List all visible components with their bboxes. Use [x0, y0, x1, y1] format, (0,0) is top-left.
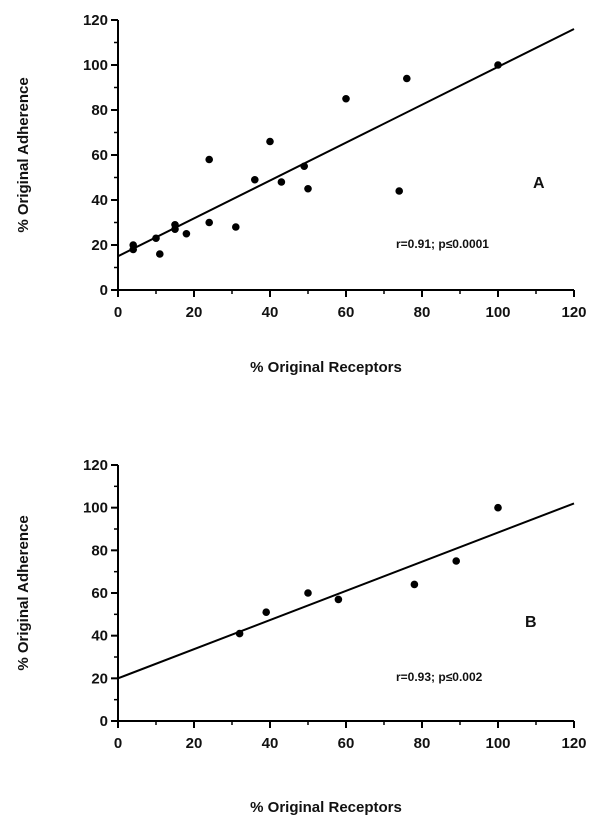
data-point — [494, 503, 502, 512]
x-tick-label: 60 — [338, 304, 355, 321]
panel-a: 0 20 40 60 80 100 120 0 20 40 60 80 100 120 % Original… — [15, 12, 587, 376]
x-tick-label: 0 — [114, 735, 122, 752]
data-point — [205, 155, 213, 164]
data-point — [266, 137, 274, 146]
y-tick-label: 80 — [91, 102, 108, 119]
data-point — [334, 595, 343, 604]
data-point — [277, 178, 286, 186]
regression-line — [118, 28, 575, 258]
y-tick-label: 60 — [91, 147, 108, 164]
y-tick-label: 20 — [91, 670, 108, 687]
data-point — [300, 162, 309, 171]
y-tick-label: 40 — [91, 192, 108, 209]
x-tick-label: 40 — [262, 735, 279, 752]
x-tick-label: 100 — [485, 304, 510, 321]
regression-line — [118, 502, 575, 680]
y-tick-label: 100 — [83, 57, 108, 74]
data-point — [235, 629, 244, 638]
data-point — [232, 223, 240, 231]
data-point — [342, 94, 350, 103]
x-tick-label: 20 — [186, 735, 203, 752]
data-point — [262, 608, 271, 616]
data-point — [171, 220, 179, 229]
data-point — [182, 229, 191, 238]
y-tick-label: 0 — [100, 282, 108, 299]
data-point — [304, 184, 312, 193]
y-tick-label: 80 — [91, 542, 108, 559]
data-point — [152, 234, 160, 243]
data-point — [129, 241, 137, 249]
y-axis-title: % Original Adherence — [15, 515, 32, 670]
y-tick-label: 100 — [83, 500, 108, 517]
x-tick-label: 40 — [262, 304, 279, 321]
stats-annotation: r=0.93; p≤0.002 — [396, 670, 483, 684]
data-point — [156, 250, 164, 258]
x-axis-title: % Original Receptors — [250, 799, 402, 816]
y-tick-label: 120 — [83, 457, 108, 474]
x-tick-label: 120 — [561, 735, 586, 752]
x-tick-label: 120 — [561, 304, 586, 321]
y-tick-label: 120 — [83, 12, 108, 29]
x-tick-label: 20 — [186, 304, 203, 321]
y-tick-label: 40 — [91, 628, 108, 645]
x-tick-label: 80 — [414, 735, 431, 752]
data-point — [410, 580, 419, 589]
x-tick-label: 100 — [485, 735, 510, 752]
y-tick-label: 20 — [91, 237, 108, 254]
y-tick-label: 0 — [100, 713, 108, 730]
data-point — [395, 187, 404, 195]
data-point — [452, 557, 461, 565]
panel-label: B — [525, 614, 537, 631]
y-axis-title: % Original Adherence — [15, 77, 32, 232]
data-point — [403, 74, 411, 83]
data-point — [251, 175, 259, 184]
x-axis-title: % Original Receptors — [250, 359, 402, 376]
data-point — [304, 589, 312, 597]
y-tick-label: 60 — [91, 585, 108, 602]
x-tick-label: 80 — [414, 304, 431, 321]
x-tick-label: 0 — [114, 304, 122, 321]
data-point — [494, 61, 502, 69]
stats-annotation: r=0.91; p≤0.0001 — [396, 237, 489, 251]
x-tick-label: 60 — [338, 735, 355, 752]
data-point — [205, 218, 213, 227]
panel-label: A — [533, 175, 545, 192]
panel-b: 0 20 40 60 80 100 120 0 20 40 60 80 100 120 % Original… — [15, 457, 587, 816]
